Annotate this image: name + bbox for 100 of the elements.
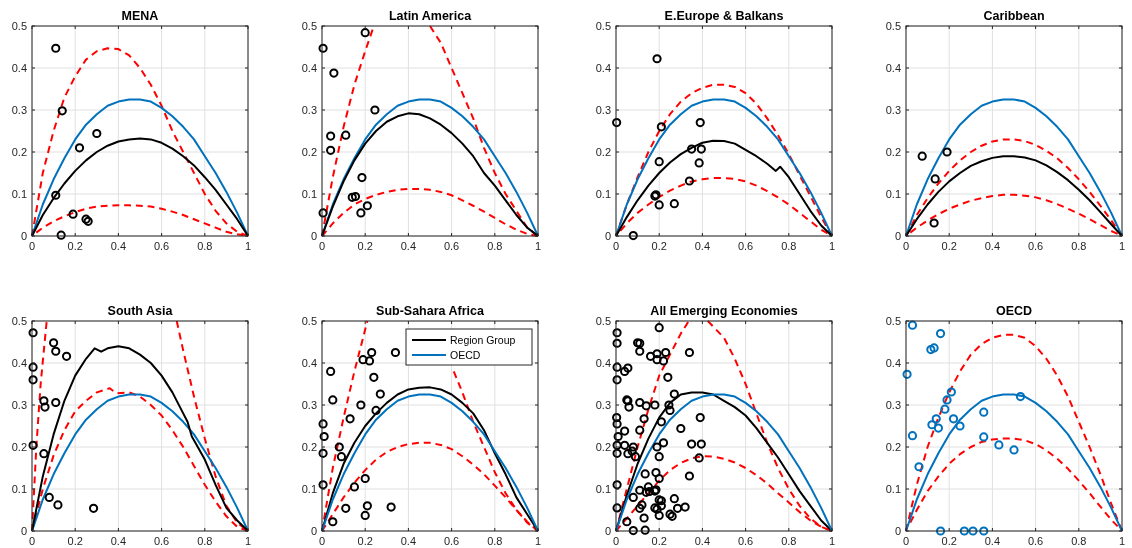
y-tick-label: 0.2 (885, 146, 901, 158)
chart-title: South Asia (107, 304, 174, 318)
y-tick-label: 0.4 (11, 357, 27, 369)
x-tick-label: 0.8 (197, 240, 213, 252)
x-tick-label: 0 (318, 240, 326, 252)
x-tick-label: 1 (244, 240, 252, 252)
x-tick-label: 0.2 (67, 240, 83, 252)
x-tick-label: 0.2 (941, 240, 957, 252)
y-tick-label: 0.2 (301, 441, 317, 453)
y-tick-label: 0.4 (11, 62, 27, 74)
x-tick-label: 0.4 (400, 535, 417, 547)
y-tick-label: 0.2 (595, 441, 611, 453)
y-tick-label: 0.3 (11, 104, 27, 116)
x-tick-label: 0.2 (357, 240, 373, 252)
y-tick-label: 0.1 (301, 188, 317, 200)
x-tick-label: 0.4 (694, 535, 711, 547)
x-tick-label: 1 (244, 535, 252, 547)
chart-title: All Emerging Economies (650, 304, 798, 318)
x-tick-label: 0.6 (1027, 535, 1044, 547)
x-tick-label: 0 (28, 240, 36, 252)
legend-label: Region Group (450, 334, 516, 346)
y-tick-label: 0.4 (595, 357, 611, 369)
y-tick-label: 0.2 (885, 441, 901, 453)
y-tick-label: 0.3 (595, 399, 611, 411)
chart-title: Caribbean (983, 9, 1045, 23)
x-tick-label: 0.4 (984, 240, 1001, 252)
y-tick-label: 0 (894, 230, 901, 242)
y-tick-label: 0.2 (595, 146, 611, 158)
y-tick-label: 0.2 (301, 146, 317, 158)
y-tick-label: 0.5 (11, 315, 27, 327)
y-tick-label: 0.2 (11, 441, 27, 453)
x-tick-label: 0 (612, 240, 620, 252)
x-tick-label: 0.8 (781, 240, 797, 252)
x-tick-label: 0.8 (1071, 535, 1087, 547)
y-tick-label: 0.1 (301, 483, 317, 495)
y-tick-label: 0.1 (885, 483, 901, 495)
x-tick-label: 1 (534, 240, 542, 252)
y-tick-label: 0.1 (595, 483, 611, 495)
x-tick-label: 0 (28, 535, 36, 547)
y-tick-label: 0.3 (11, 399, 27, 411)
x-tick-label: 1 (1118, 240, 1126, 252)
x-tick-label: 1 (828, 535, 836, 547)
y-tick-label: 0.5 (301, 20, 317, 32)
chart-title: OECD (995, 304, 1033, 318)
x-tick-label: 1 (828, 240, 836, 252)
y-tick-label: 0.1 (11, 188, 27, 200)
y-tick-label: 0.3 (301, 399, 317, 411)
x-tick-label: 0.2 (651, 535, 667, 547)
y-tick-label: 0 (20, 525, 27, 537)
x-tick-label: 0.2 (651, 240, 667, 252)
x-tick-label: 0.6 (153, 535, 170, 547)
x-tick-label: 0.8 (781, 535, 797, 547)
y-tick-label: 0 (310, 525, 317, 537)
x-tick-label: 0.2 (941, 535, 957, 547)
x-tick-label: 0.8 (197, 535, 213, 547)
legend-label: OECD (450, 349, 481, 361)
y-tick-label: 0 (604, 230, 611, 242)
y-tick-label: 0.3 (301, 104, 317, 116)
y-tick-label: 0 (310, 230, 317, 242)
y-tick-label: 0.1 (11, 483, 27, 495)
y-tick-label: 0.5 (885, 20, 901, 32)
x-tick-label: 0 (612, 535, 620, 547)
x-tick-label: 0.6 (443, 535, 460, 547)
y-tick-label: 0.4 (301, 62, 317, 74)
x-tick-label: 0.2 (357, 535, 373, 547)
x-tick-label: 0.4 (984, 535, 1001, 547)
y-tick-label: 0 (894, 525, 901, 537)
y-tick-label: 0.1 (885, 188, 901, 200)
x-tick-label: 0.6 (443, 240, 460, 252)
x-tick-label: 0.6 (1027, 240, 1044, 252)
x-tick-label: 0.8 (487, 535, 503, 547)
x-tick-label: 0.2 (67, 535, 83, 547)
x-tick-label: 1 (1118, 535, 1126, 547)
x-tick-label: 0.4 (694, 240, 711, 252)
y-tick-label: 0.4 (301, 357, 317, 369)
y-tick-label: 0.5 (301, 315, 317, 327)
chart-title: MENA (121, 9, 159, 23)
chart-title: Latin America (388, 9, 473, 23)
y-tick-label: 0.5 (595, 315, 611, 327)
chart-title: E.Europe & Balkans (664, 9, 784, 23)
x-tick-label: 0.6 (153, 240, 170, 252)
chart-title: Sub-Sahara Africa (376, 304, 485, 318)
y-tick-label: 0.5 (885, 315, 901, 327)
y-tick-label: 0.3 (885, 399, 901, 411)
x-tick-label: 0.8 (1071, 240, 1087, 252)
y-tick-label: 0.4 (885, 357, 901, 369)
x-tick-label: 0.4 (110, 240, 127, 252)
x-tick-label: 0.8 (487, 240, 503, 252)
x-tick-label: 0 (902, 535, 910, 547)
y-tick-label: 0.4 (595, 62, 611, 74)
x-tick-label: 0.4 (110, 535, 127, 547)
y-tick-label: 0 (604, 525, 611, 537)
y-tick-label: 0.3 (885, 104, 901, 116)
x-tick-label: 0.4 (400, 240, 417, 252)
y-tick-label: 0.3 (595, 104, 611, 116)
y-tick-label: 0.2 (11, 146, 27, 158)
y-tick-label: 0.5 (595, 20, 611, 32)
y-tick-label: 0.1 (595, 188, 611, 200)
y-tick-label: 0.5 (11, 20, 27, 32)
x-tick-label: 1 (534, 535, 542, 547)
